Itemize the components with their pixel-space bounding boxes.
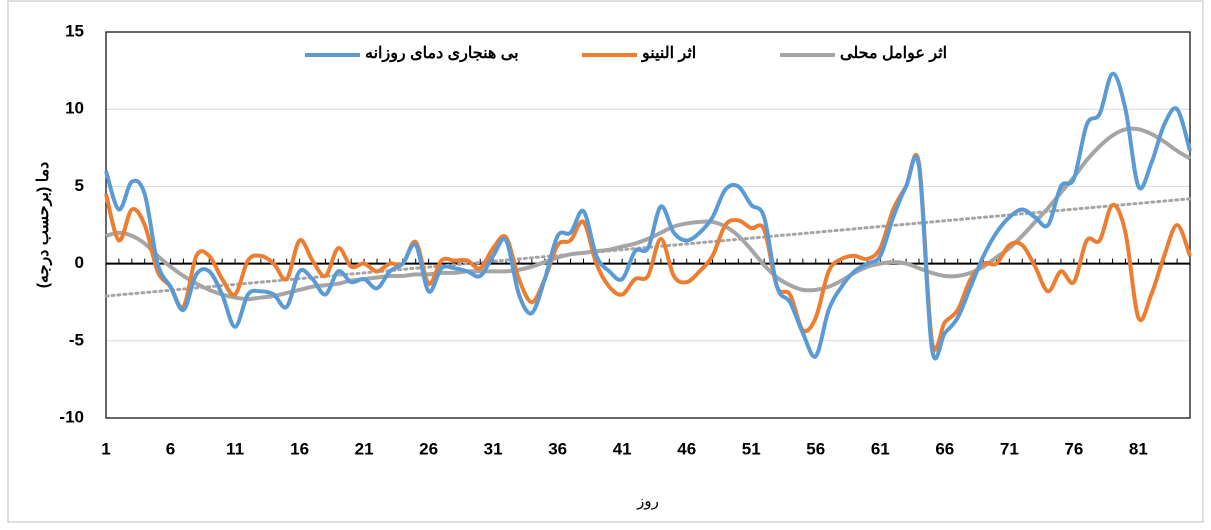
y-tick-label: 15 [65, 21, 84, 40]
x-tick-label: 36 [548, 439, 567, 458]
x-tick-label: 66 [935, 439, 954, 458]
y-tick-label: -5 [69, 330, 84, 349]
series-line [105, 126, 1192, 302]
x-tick-label: 51 [742, 439, 761, 458]
series-line [104, 71, 1192, 361]
x-tick-label: 56 [806, 439, 825, 458]
y-tick-label: 10 [65, 99, 84, 118]
legend-label: بی هنجاری دمای روزانه [365, 45, 519, 63]
x-tick-label: 71 [1000, 439, 1019, 458]
x-tick-label: 31 [484, 439, 503, 458]
x-tick-label: 46 [677, 439, 696, 458]
x-tick-label: 41 [613, 439, 632, 458]
y-tick-label: 5 [75, 176, 84, 195]
x-tick-label: 76 [1064, 439, 1083, 458]
plot-border [105, 31, 1191, 419]
x-tick-label: 21 [355, 439, 374, 458]
legend-label: اثر النینو [641, 45, 696, 63]
x-axis-title: روز [636, 493, 659, 510]
x-tick-label: 1 [101, 439, 110, 458]
legend-label: اثر عوامل محلی [840, 45, 947, 63]
x-tick-label: 6 [166, 439, 175, 458]
x-tick-label: 11 [226, 439, 244, 458]
x-tick-label: 16 [290, 439, 309, 458]
y-tick-label: 0 [75, 253, 84, 272]
x-tick-label: 61 [871, 439, 890, 458]
y-axis-title: دما (برحسب درجه) [35, 162, 53, 289]
x-tick-label: 26 [419, 439, 438, 458]
y-tick-label: -10 [59, 407, 84, 426]
x-tick-label: 81 [1129, 439, 1148, 458]
series-line [104, 152, 1192, 352]
chart-frame [7, 0, 1204, 523]
